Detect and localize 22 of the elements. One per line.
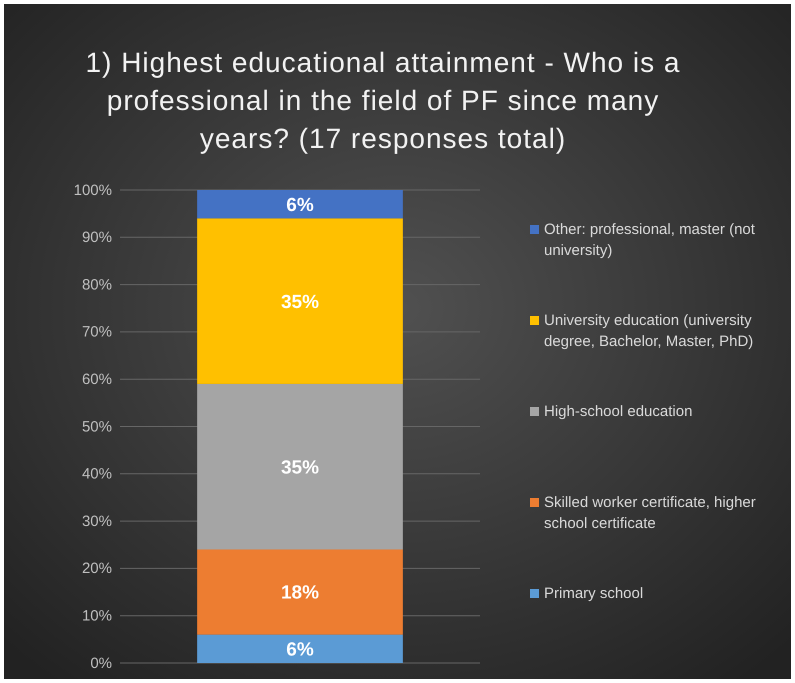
data-label: 6%	[286, 639, 314, 660]
y-tick-label: 100%	[74, 182, 112, 199]
data-label: 35%	[280, 292, 320, 313]
data-label: 18%	[280, 582, 320, 604]
chart-title: 1) Highest educational attainment - Who is a professional in the field of PF since many years? (17 responses total)	[86, 47, 680, 154]
y-tick-label: 0%	[90, 654, 112, 672]
legend-label: Other: professional, master (not university)	[544, 221, 756, 259]
y-tick-label: 80%	[82, 276, 112, 294]
y-tick-label: 30%	[82, 512, 112, 530]
legend-label: Primary school	[544, 585, 644, 602]
legend-label: Skilled worker certificate, higher school certificate	[544, 494, 756, 532]
y-tick-label: 70%	[82, 324, 112, 341]
legend-label: University education (university degree, Bachelor, Master, PhD)	[544, 312, 754, 350]
y-tick-label: 10%	[82, 608, 112, 624]
y-tick-label: 20%	[82, 560, 112, 578]
data-label: 35%	[280, 457, 320, 478]
legend-label: High-school education	[544, 403, 692, 420]
y-tick-label: 60%	[82, 371, 112, 388]
y-tick-label: 90%	[82, 229, 112, 246]
y-tick-label: 50%	[82, 418, 112, 436]
data-label: 6%	[286, 194, 314, 216]
y-tick-label: 40%	[82, 466, 112, 483]
